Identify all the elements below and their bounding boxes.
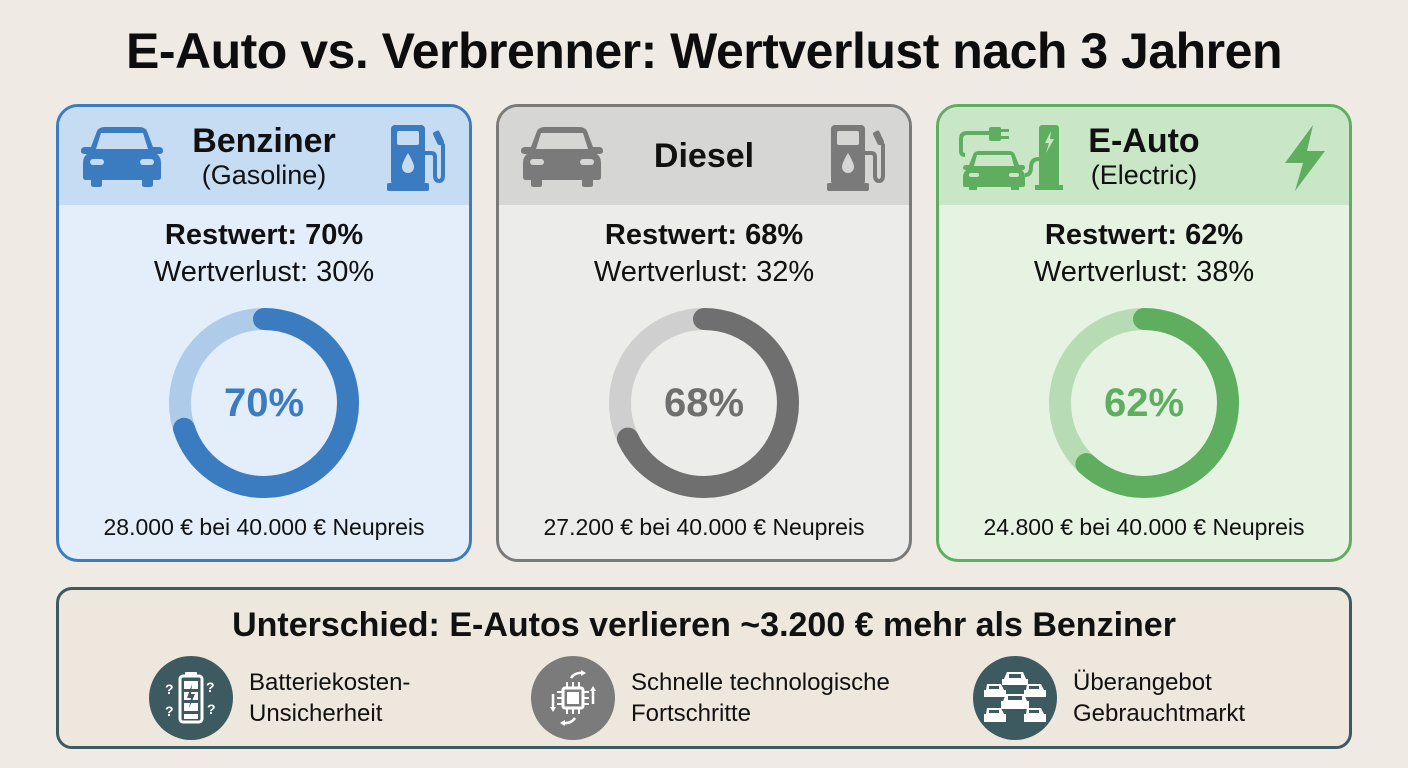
summary-panel: Unterschied: E-Autos verlieren ~3.200 € … bbox=[56, 587, 1352, 749]
svg-text:?: ? bbox=[207, 701, 216, 717]
card-header: Diesel bbox=[499, 107, 909, 205]
card-header: Benziner (Gasoline) bbox=[59, 107, 469, 205]
price-text: 27.200 € bei 40.000 € Neupreis bbox=[543, 514, 865, 540]
donut-chart-e-auto: 62% bbox=[1044, 303, 1244, 503]
card-benziner: Benziner (Gasoline) Restwert: 70% Wertve… bbox=[56, 104, 472, 562]
card-subtitle: (Electric) bbox=[1090, 159, 1198, 190]
charging-car-icon bbox=[957, 123, 1067, 196]
car-icon bbox=[519, 125, 605, 192]
reason-line1: Batteriekosten- bbox=[249, 668, 411, 696]
reason-technology: Schnelle technologische Fortschritte bbox=[531, 656, 890, 740]
card-header: E-Auto (Electric) bbox=[939, 107, 1349, 205]
chip-arrows-icon bbox=[531, 656, 615, 740]
summary-title: Unterschied: E-Autos verlieren ~3.200 € … bbox=[232, 606, 1176, 644]
reason-line2: Gebrauchtmarkt bbox=[1073, 700, 1246, 727]
donut-value: 62% bbox=[1103, 380, 1185, 425]
card-title: E-Auto bbox=[1088, 121, 1200, 160]
lightning-icon bbox=[1281, 123, 1329, 198]
reason-line1: Schnelle technologische bbox=[631, 668, 890, 696]
donut-chart-benziner: 70% bbox=[164, 303, 364, 503]
card-subtitle: (Gasoline) bbox=[201, 159, 327, 190]
restwert-label: Restwert: 62% bbox=[1044, 219, 1244, 251]
price-text: 28.000 € bei 40.000 € Neupreis bbox=[103, 514, 425, 540]
card-title: Benziner bbox=[192, 121, 336, 160]
svg-text:?: ? bbox=[206, 679, 215, 695]
reason-oversupply: Überangebot Gebrauchtmarkt bbox=[973, 656, 1245, 740]
page-title: E-Auto vs. Verbrenner: Wertverlust nach … bbox=[125, 23, 1283, 79]
fuel-pump-icon bbox=[387, 123, 449, 198]
donut-value: 68% bbox=[663, 380, 745, 425]
card-title: Diesel bbox=[653, 136, 755, 175]
reason-line2: Unsicherheit bbox=[249, 700, 383, 727]
wertverlust-label: Wertverlust: 32% bbox=[593, 256, 815, 288]
car-icon bbox=[79, 125, 165, 192]
battery-question-icon: ? ? ? ? bbox=[149, 656, 233, 740]
many-cars-icon bbox=[973, 656, 1057, 740]
card-e-auto: E-Auto (Electric) Restwert: 62% Wertverl… bbox=[936, 104, 1352, 562]
restwert-label: Restwert: 68% bbox=[604, 219, 804, 251]
price-text: 24.800 € bei 40.000 € Neupreis bbox=[983, 514, 1305, 540]
svg-text:?: ? bbox=[165, 703, 174, 719]
reason-line2: Fortschritte bbox=[631, 700, 752, 727]
reason-line1: Überangebot bbox=[1073, 668, 1212, 696]
svg-text:?: ? bbox=[165, 681, 174, 697]
donut-chart-diesel: 68% bbox=[604, 303, 804, 503]
donut-value: 70% bbox=[223, 380, 305, 425]
wertverlust-label: Wertverlust: 38% bbox=[1033, 256, 1255, 288]
reason-battery: ? ? ? ? Batteriekosten- Unsicherheit bbox=[149, 656, 410, 740]
restwert-label: Restwert: 70% bbox=[164, 219, 364, 251]
card-diesel: Diesel Restwert: 68% Wertverlust: 32% 68… bbox=[496, 104, 912, 562]
wertverlust-label: Wertverlust: 30% bbox=[153, 256, 375, 288]
fuel-pump-icon bbox=[827, 123, 889, 198]
